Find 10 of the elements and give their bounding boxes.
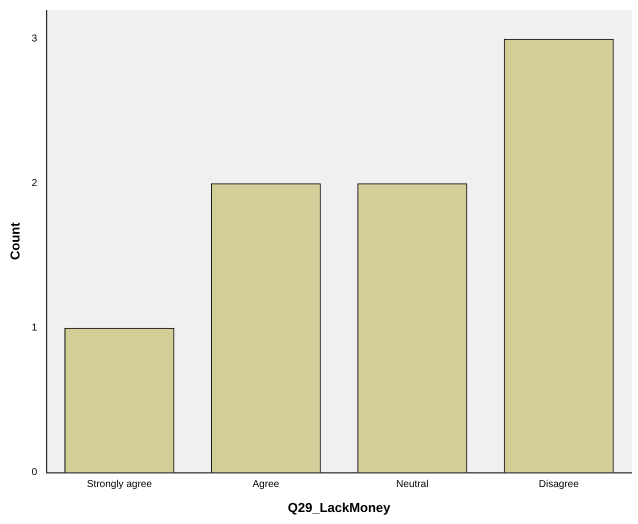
x-tick-label: Disagree — [538, 479, 580, 490]
y-tick-label: 2 — [32, 178, 38, 190]
x-axis-title: Q29_LackMoney — [288, 500, 392, 515]
x-tick-label: Strongly agree — [86, 479, 152, 490]
y-tick-label: 3 — [32, 34, 38, 45]
x-tick-label: Neutral — [396, 479, 428, 490]
x-tick-label: Agree — [252, 479, 280, 490]
y-tick-label: 0 — [32, 467, 38, 478]
y-axis-title: Count — [7, 222, 22, 260]
y-tick-label: 1 — [32, 322, 38, 334]
